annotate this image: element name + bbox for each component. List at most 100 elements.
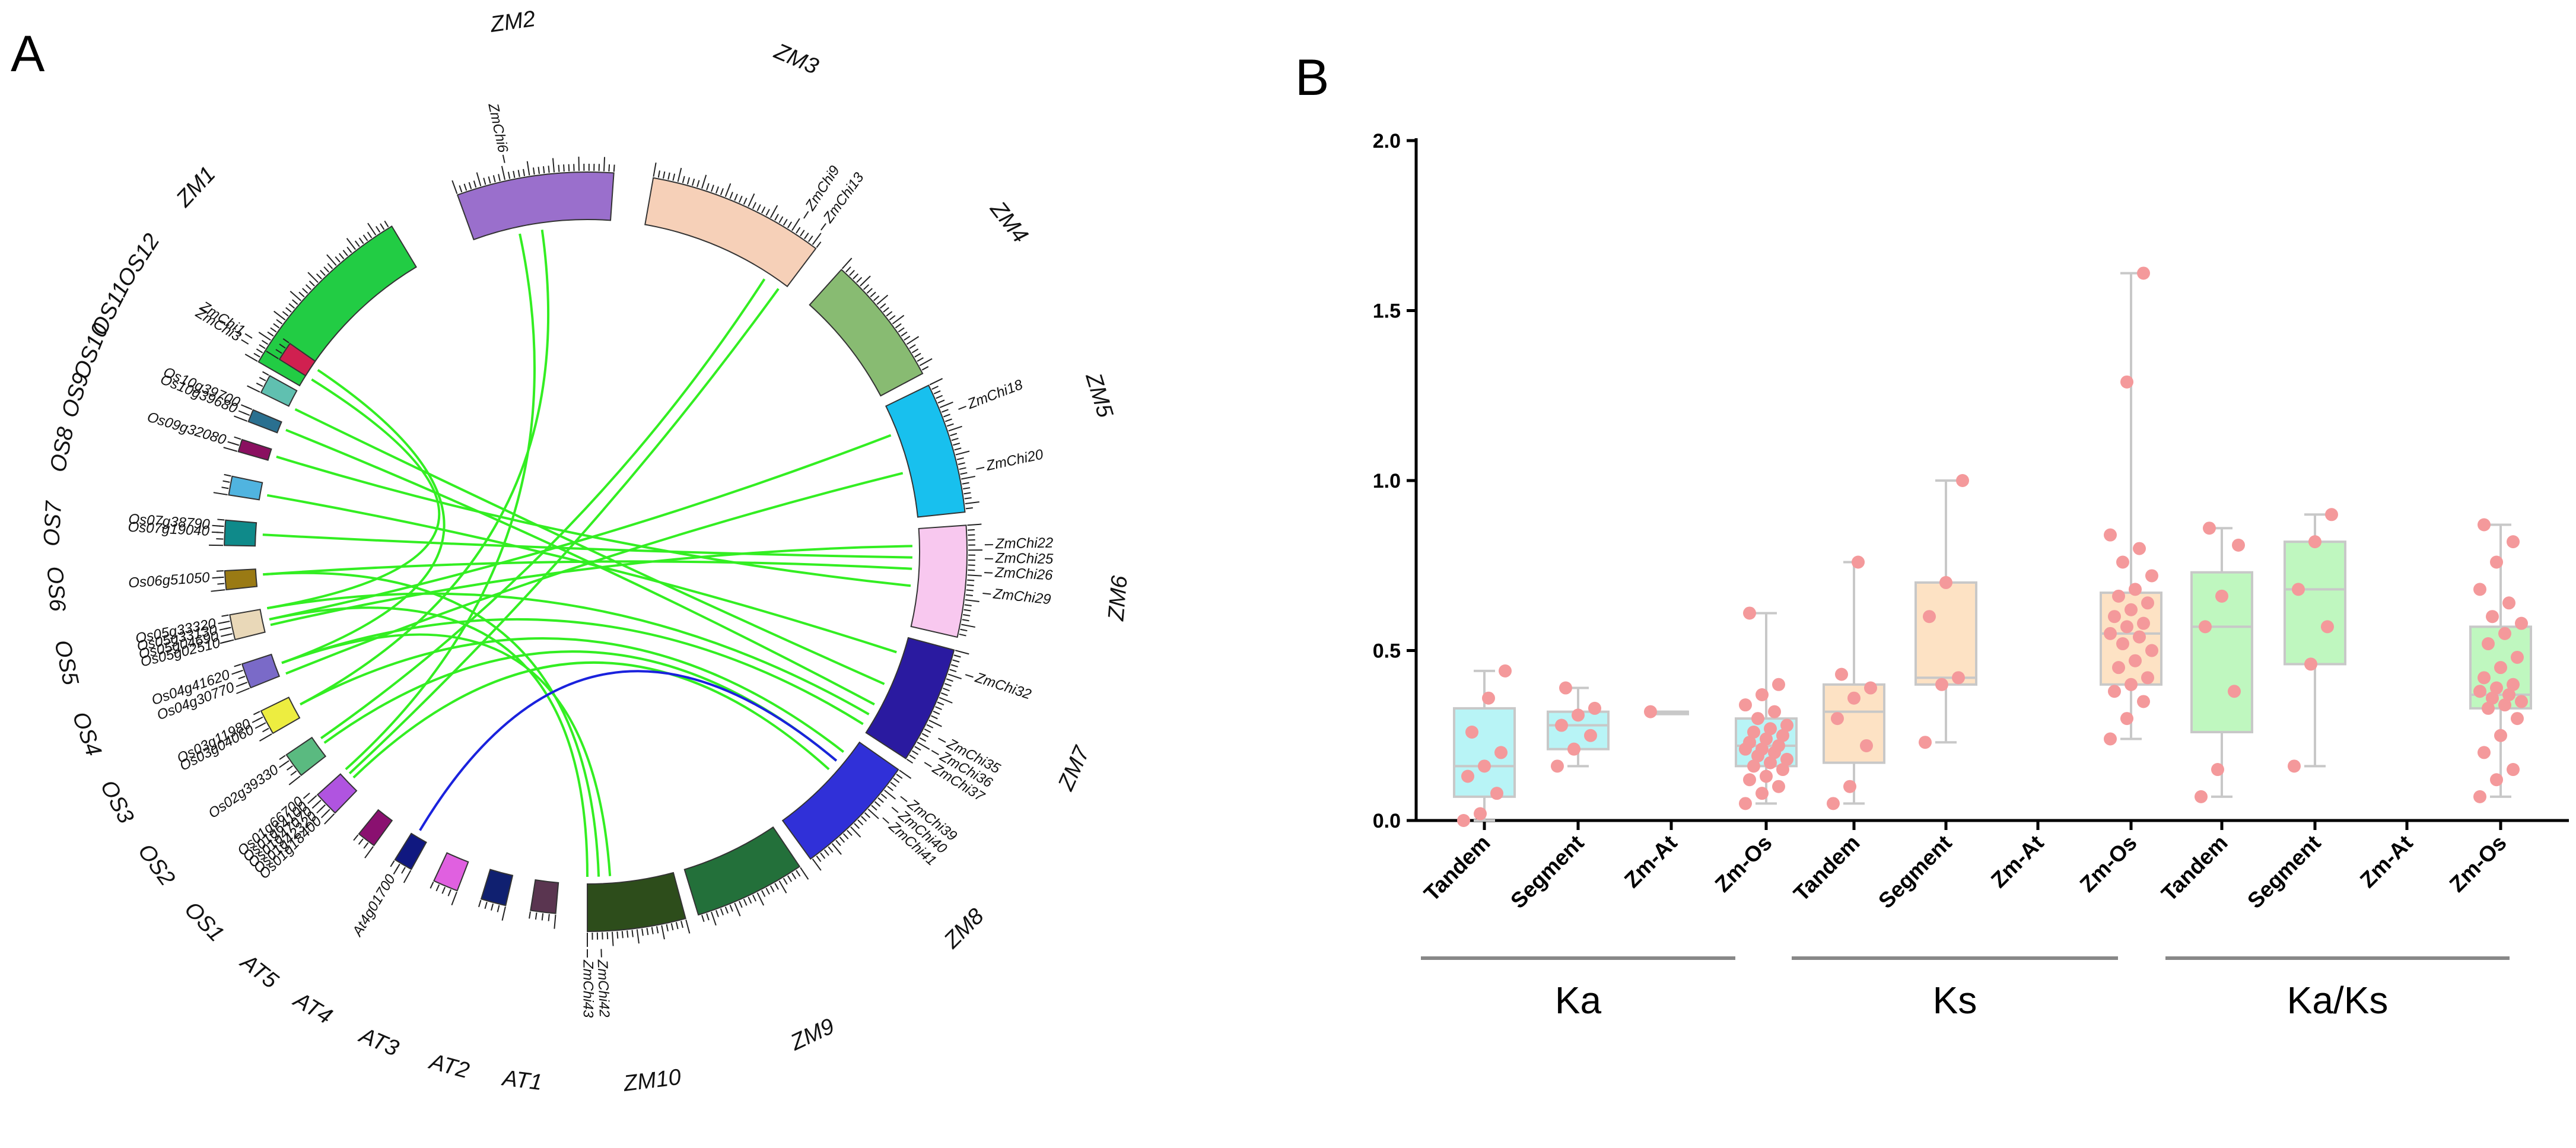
category-label: Zm-At	[1620, 831, 1682, 893]
chromosome-tick	[323, 266, 329, 273]
data-point	[2502, 596, 2515, 610]
chromosome-tick	[769, 205, 778, 218]
data-point	[1768, 705, 1781, 718]
data-point	[1860, 739, 1873, 752]
data-point	[2141, 671, 2154, 685]
chromosome-label: ZM4	[985, 196, 1033, 248]
chromosome-tick	[724, 183, 732, 198]
data-point	[1760, 732, 1773, 746]
chromosome-tick	[783, 877, 788, 885]
category-label: Segment	[1874, 831, 1956, 913]
chromosome-tick	[346, 238, 356, 250]
gene-marker	[238, 410, 247, 415]
chromosome-tick	[701, 914, 705, 923]
chromosome-tick	[853, 273, 859, 279]
chromosome-tick	[791, 872, 797, 880]
chromosome-tick	[221, 614, 229, 617]
chromosome-tick	[217, 519, 225, 521]
chromosome-tick	[909, 344, 916, 349]
chromosome-tick	[866, 288, 873, 294]
chromosome-zm6	[910, 524, 968, 638]
chromosome-tick	[720, 908, 724, 915]
chromosome-tick	[256, 348, 263, 354]
chromosome-tick	[864, 812, 871, 818]
box-ka-tandem	[1453, 664, 1516, 827]
synteny-link	[281, 633, 612, 876]
data-point	[2145, 569, 2158, 583]
chromosome-tick	[941, 409, 949, 413]
chromosome-tick	[951, 437, 959, 441]
chromosome-tick	[964, 497, 972, 500]
data-point	[1482, 691, 1495, 705]
box-ks-zm-os	[2100, 266, 2162, 746]
chromosome-tick	[943, 688, 950, 692]
chromosome-tick	[823, 849, 829, 856]
chromosome-tick	[950, 664, 958, 667]
chromosome-tick	[936, 395, 943, 399]
chromosome-tick	[756, 204, 761, 211]
gene-label: ZmChi22	[995, 535, 1054, 552]
chromosome-tick	[847, 829, 853, 836]
gene-label: ZmChi32	[973, 669, 1033, 702]
chromosome-tick	[892, 314, 905, 325]
group-label: Ka	[1555, 979, 1602, 1022]
chromosome-tick	[273, 323, 280, 329]
chromosome-tick	[316, 273, 322, 279]
chromosome-tick	[953, 654, 961, 658]
data-point	[1457, 814, 1470, 827]
data-point	[2473, 790, 2486, 803]
chromosome-os5	[229, 609, 266, 641]
chromosome-tick	[873, 295, 880, 301]
chromosome-label: AT1	[500, 1066, 543, 1095]
chromosome-tick	[756, 892, 765, 906]
box-ka-ks-tandem	[2190, 521, 2253, 803]
gene-label: ZmChi6	[485, 101, 511, 154]
synteny-link	[300, 230, 549, 706]
chromosome-tick	[326, 254, 337, 266]
chromosome-tick	[327, 263, 333, 269]
chromosome-tick	[960, 472, 968, 475]
chromosome-tick	[850, 826, 861, 838]
chromosome-tick	[874, 801, 881, 807]
chromosome-tick	[787, 875, 792, 882]
chromosome-tick	[960, 628, 968, 632]
chromosome-tick	[804, 233, 809, 240]
chromosome-tick	[863, 284, 870, 290]
data-point	[2478, 746, 2491, 759]
category-label: Zm-At	[1986, 831, 2049, 893]
gene-label: ZmChi25	[995, 550, 1054, 567]
gene-marker	[982, 593, 991, 595]
chromosome-tick	[441, 886, 446, 894]
box-plot: 0.00.51.01.52.0 Tandem Segment Zm-At Zm-Os T…	[1373, 130, 2569, 1022]
chromosome-os8	[228, 475, 263, 501]
chromosome-tick	[944, 418, 952, 422]
data-point	[2137, 266, 2150, 280]
data-point	[1584, 729, 1597, 742]
data-point	[1835, 667, 1848, 681]
box-iqr	[1914, 581, 1977, 686]
category-label: Zm-Os	[1710, 831, 1777, 897]
data-point	[1478, 759, 1491, 773]
chromosome-tick	[964, 604, 972, 607]
chromosome-tick	[276, 319, 283, 325]
chromosome-tick	[743, 198, 748, 205]
data-point	[2482, 637, 2495, 651]
chromosome-tick	[867, 808, 879, 819]
chromosome-tick	[800, 867, 809, 880]
chromosome-tick	[831, 843, 842, 855]
chromosome-tick	[542, 166, 545, 174]
chromosome-tick	[886, 311, 893, 317]
data-point	[1747, 726, 1760, 739]
chromosome-tick	[883, 307, 889, 313]
chromosome-tick	[890, 781, 897, 787]
chromosome-tick	[800, 230, 805, 237]
data-point	[2321, 620, 2334, 634]
chromosome-tick	[266, 351, 279, 360]
chromosome-tick	[856, 276, 863, 283]
chromosome-os12	[278, 342, 316, 377]
chromosome-tick	[899, 769, 912, 779]
chromosome-label: AT4	[288, 987, 336, 1029]
gene-marker	[820, 223, 826, 231]
chromosome-tick	[358, 237, 364, 244]
data-point	[1923, 610, 1936, 624]
